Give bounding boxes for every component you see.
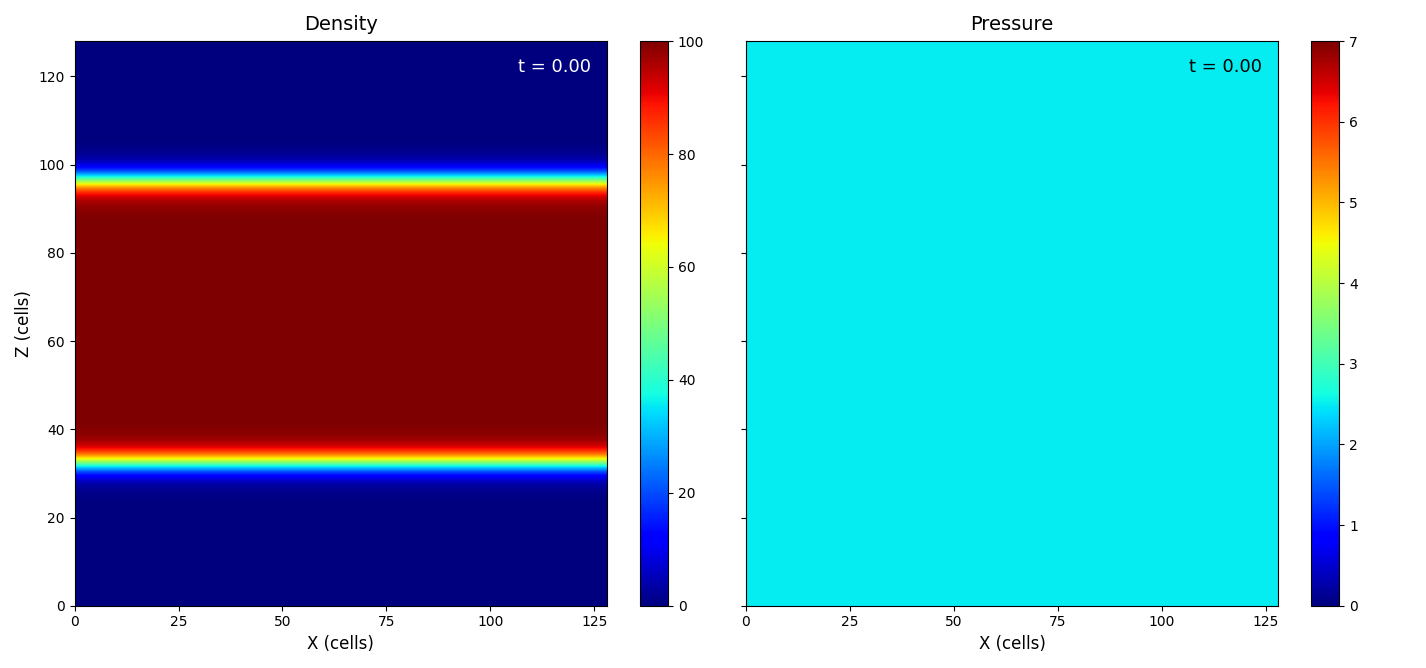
Text: t = 0.00: t = 0.00 xyxy=(1189,58,1262,76)
Text: t = 0.00: t = 0.00 xyxy=(518,58,590,76)
Title: Pressure: Pressure xyxy=(970,15,1054,34)
Title: Density: Density xyxy=(304,15,378,34)
Y-axis label: Z (cells): Z (cells) xyxy=(16,290,33,357)
X-axis label: X (cells): X (cells) xyxy=(978,635,1045,653)
X-axis label: X (cells): X (cells) xyxy=(307,635,374,653)
